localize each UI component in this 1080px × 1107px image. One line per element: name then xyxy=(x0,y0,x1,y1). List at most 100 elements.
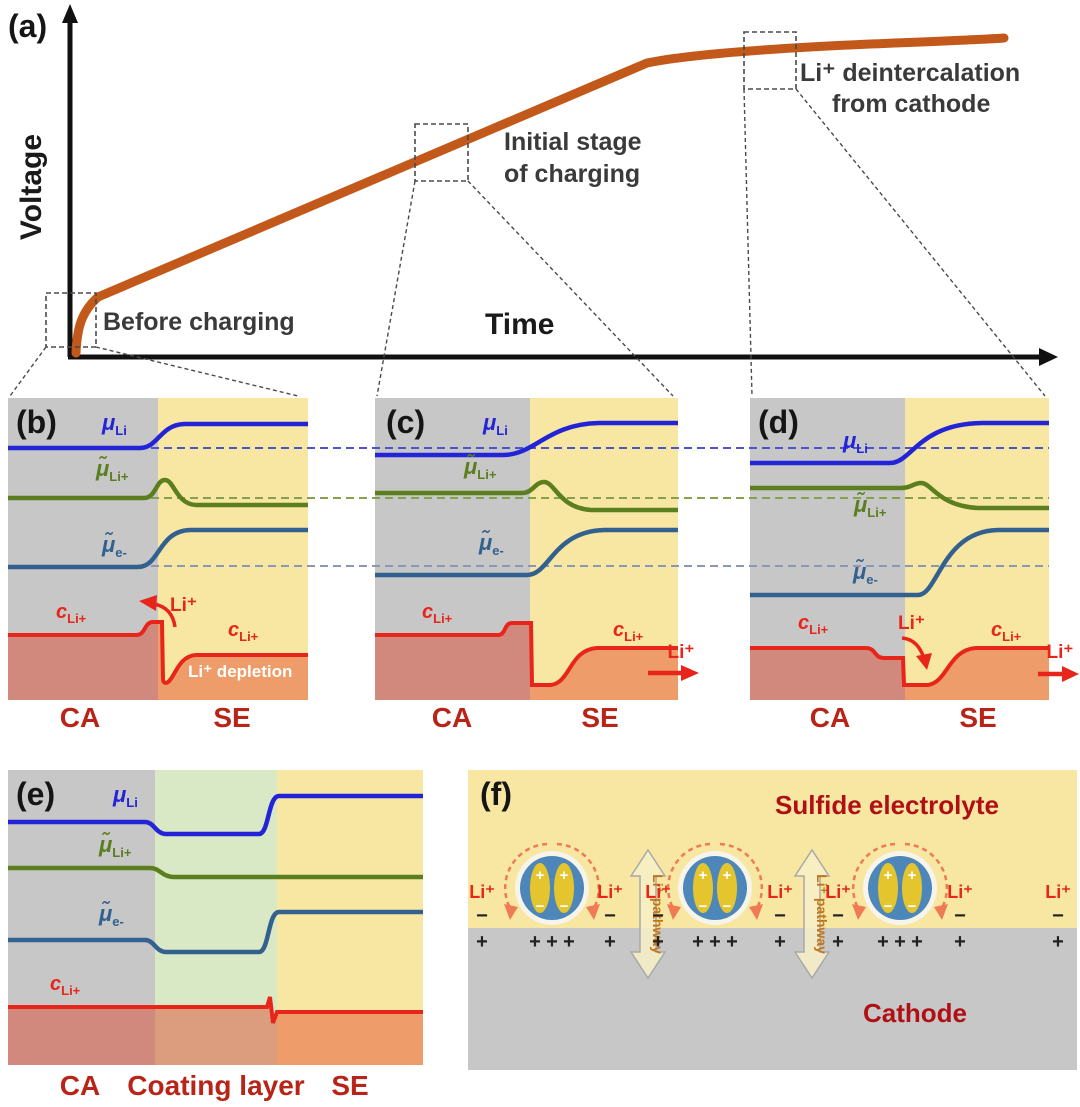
polarization-arc xyxy=(556,842,601,909)
panel-e-se-region xyxy=(277,770,423,1065)
x-axis-title: Time xyxy=(485,308,555,341)
plus-charge: + xyxy=(529,931,541,953)
panel-c-label: (c) xyxy=(386,404,426,440)
annotation-before-charging: Before charging xyxy=(103,308,295,336)
arc-arrowhead xyxy=(934,904,948,920)
dielectric-particle: + + − − xyxy=(666,842,764,925)
panel-a-label: (a) xyxy=(8,8,48,44)
panel-f-label: (f) xyxy=(480,776,512,812)
panel-f-cathode-region xyxy=(468,928,1077,1070)
panel-d-mu-e-label: μ̃e- xyxy=(853,559,878,587)
mu-e-curve xyxy=(750,527,1049,598)
plus-charge: + xyxy=(476,931,488,953)
panel-d-li-ion-label: Li⁺ xyxy=(898,613,925,634)
annotation-deintercalation-1: Li⁺ deintercalation xyxy=(800,59,1021,87)
li-ion-label: Li⁺ xyxy=(469,882,495,902)
mu-e-curve xyxy=(8,527,308,570)
svg-text:−: − xyxy=(699,898,708,915)
panel-d-li-outflow: Li⁺ xyxy=(1038,642,1079,682)
panel-b-profiles xyxy=(8,421,308,700)
svg-text:−: − xyxy=(723,898,732,915)
panel-c-mu-e-label: μ̃e- xyxy=(479,530,504,558)
panel-c-se-label: SE xyxy=(581,702,619,733)
plus-charge: + xyxy=(563,931,575,953)
zoom-box-initial-stage xyxy=(414,123,469,182)
panel-e-ca-label: CA xyxy=(59,1070,101,1101)
panel-e-se-label: SE xyxy=(331,1070,369,1101)
panel-b-depletion-label: Li⁺ depletion xyxy=(188,662,293,681)
panel-b-mu-lip-label: μ̃Li+ xyxy=(96,456,129,484)
y-axis xyxy=(62,4,78,357)
minus-charge: − xyxy=(652,905,664,927)
y-axis-title: Voltage xyxy=(15,133,48,241)
minus-charge: − xyxy=(954,905,966,927)
arc-arrowhead xyxy=(749,904,763,920)
svg-text:+: + xyxy=(723,867,732,884)
c-li-fill xyxy=(375,623,678,700)
c-li-curve xyxy=(8,620,308,685)
mu-li-curve xyxy=(375,420,678,458)
mu-lip-curve xyxy=(8,865,423,880)
svg-text:−: − xyxy=(536,898,545,915)
panel-c-c-li-label-ca: cLi+ xyxy=(422,601,453,626)
polarization-arc xyxy=(666,842,711,909)
panel-c-mu-lip-label: μ̃Li+ xyxy=(464,454,497,482)
panel-e-coating-region xyxy=(155,770,277,1065)
c-li-fill xyxy=(8,622,308,700)
svg-text:+: + xyxy=(536,867,545,884)
annotation-deintercalation-2: from cathode xyxy=(832,90,991,118)
minus-charge: − xyxy=(832,905,844,927)
minus-charge: − xyxy=(1052,905,1064,927)
svg-text:Li⁺: Li⁺ xyxy=(668,642,695,663)
panel-e-coating-label: Coating layer xyxy=(127,1070,305,1101)
panel-e-label: (e) xyxy=(16,776,56,812)
polarization-arc xyxy=(904,842,949,909)
panel-b-c-li-label-ca: cLi+ xyxy=(56,601,87,626)
plus-charge: + xyxy=(832,931,844,953)
svg-text:Li⁺ pathway: Li⁺ pathway xyxy=(814,874,830,954)
panel-b-ca-label: CA xyxy=(59,702,101,733)
panel-c-profiles xyxy=(375,420,678,700)
panel-c-mu-li-label: μLi xyxy=(483,410,508,438)
mu-li-curve xyxy=(750,420,1049,466)
li-pathway-arrow: Li⁺ pathway xyxy=(793,848,831,980)
plus-charge: + xyxy=(877,931,889,953)
panel-c-ca-label: CA xyxy=(431,702,473,733)
plus-charge: + xyxy=(726,931,738,953)
li-ion-label: Li⁺ xyxy=(597,882,623,902)
minus-charge: − xyxy=(774,905,786,927)
panel-e-ca-region xyxy=(8,770,155,1065)
svg-text:+: + xyxy=(884,867,893,884)
panel-e-mu-lip-label: μ̃Li+ xyxy=(99,832,132,860)
plus-charge: + xyxy=(692,931,704,953)
panel-d-mu-lip-label: μ̃Li+ xyxy=(854,492,887,520)
annotation-initial-stage-2: of charging xyxy=(504,160,641,188)
sulfide-electrolyte-label: Sulfide electrolyte xyxy=(775,790,999,820)
x-axis-arrowhead xyxy=(1039,348,1058,366)
plus-charge: + xyxy=(954,931,966,953)
arc-arrowhead xyxy=(667,904,681,920)
zoom-box-deintercalation xyxy=(743,31,797,90)
li-ion-label: Li⁺ xyxy=(767,882,793,902)
svg-text:Li⁺ pathway: Li⁺ pathway xyxy=(650,874,666,954)
c-li-fill xyxy=(750,648,1049,700)
li-pathway-arrow: Li⁺ pathway xyxy=(629,848,667,980)
panel-d-se-label: SE xyxy=(959,702,997,733)
svg-text:Li⁺: Li⁺ xyxy=(1047,642,1074,663)
svg-text:+: + xyxy=(908,867,917,884)
panel-b-li-ion-label: Li⁺ xyxy=(170,595,197,616)
li-ion-label: Li⁺ xyxy=(825,882,851,902)
voltage-time-plot xyxy=(9,4,1058,397)
arc-arrowhead xyxy=(586,904,600,920)
plus-charge: + xyxy=(1052,931,1064,953)
plus-charge: + xyxy=(652,931,664,953)
mu-lip-curve xyxy=(750,480,1049,511)
panel-f-schematic: Li⁺ pathway Li⁺ pathway + + − − + + − − + + −… xyxy=(469,842,1071,980)
panel-c-c-li-label-se: cLi+ xyxy=(613,619,644,644)
panel-b-se-label: SE xyxy=(213,702,251,733)
li-ion-label: Li⁺ xyxy=(947,882,973,902)
svg-text:−: − xyxy=(560,898,569,915)
dielectric-particle: + + − − xyxy=(503,842,601,925)
panel-e-mu-li-label: μLi xyxy=(113,782,138,810)
